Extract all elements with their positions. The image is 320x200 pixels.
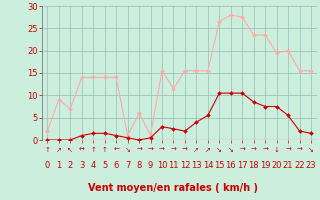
Text: ↗: ↗ <box>205 147 211 153</box>
Text: ←: ← <box>113 147 119 153</box>
Text: ↑: ↑ <box>44 147 50 153</box>
Text: ↘: ↘ <box>228 147 234 153</box>
Text: 5: 5 <box>102 162 107 170</box>
Text: 11: 11 <box>168 162 179 170</box>
Text: ↗: ↗ <box>56 147 62 153</box>
Text: 6: 6 <box>114 162 119 170</box>
Text: →: → <box>159 147 165 153</box>
Text: 15: 15 <box>214 162 225 170</box>
Text: 20: 20 <box>271 162 282 170</box>
Text: 3: 3 <box>79 162 84 170</box>
Text: ↓: ↓ <box>274 147 280 153</box>
Text: 18: 18 <box>248 162 259 170</box>
Text: →: → <box>171 147 176 153</box>
Text: ↔: ↔ <box>79 147 85 153</box>
Text: ↘: ↘ <box>216 147 222 153</box>
Text: 16: 16 <box>226 162 236 170</box>
Text: Vent moyen/en rafales ( km/h ): Vent moyen/en rafales ( km/h ) <box>88 183 258 193</box>
Text: ↖: ↖ <box>67 147 73 153</box>
Text: 10: 10 <box>157 162 167 170</box>
Text: ↘: ↘ <box>308 147 314 153</box>
Text: 0: 0 <box>45 162 50 170</box>
Text: ↑: ↑ <box>102 147 108 153</box>
Text: 23: 23 <box>306 162 316 170</box>
Text: →: → <box>297 147 302 153</box>
Text: 12: 12 <box>180 162 190 170</box>
Text: 22: 22 <box>294 162 305 170</box>
Text: 19: 19 <box>260 162 270 170</box>
Text: →: → <box>285 147 291 153</box>
Text: →: → <box>239 147 245 153</box>
Text: 21: 21 <box>283 162 293 170</box>
Text: ↗: ↗ <box>194 147 199 153</box>
Text: →: → <box>148 147 154 153</box>
Text: →: → <box>262 147 268 153</box>
Text: 13: 13 <box>191 162 202 170</box>
Text: ↑: ↑ <box>90 147 96 153</box>
Text: →: → <box>136 147 142 153</box>
Text: 17: 17 <box>237 162 248 170</box>
Text: 9: 9 <box>148 162 153 170</box>
Text: 8: 8 <box>136 162 142 170</box>
Text: 2: 2 <box>68 162 73 170</box>
Text: →: → <box>182 147 188 153</box>
Text: 1: 1 <box>56 162 61 170</box>
Text: ↘: ↘ <box>125 147 131 153</box>
Text: 7: 7 <box>125 162 130 170</box>
Text: →: → <box>251 147 257 153</box>
Text: 14: 14 <box>203 162 213 170</box>
Text: 4: 4 <box>91 162 96 170</box>
